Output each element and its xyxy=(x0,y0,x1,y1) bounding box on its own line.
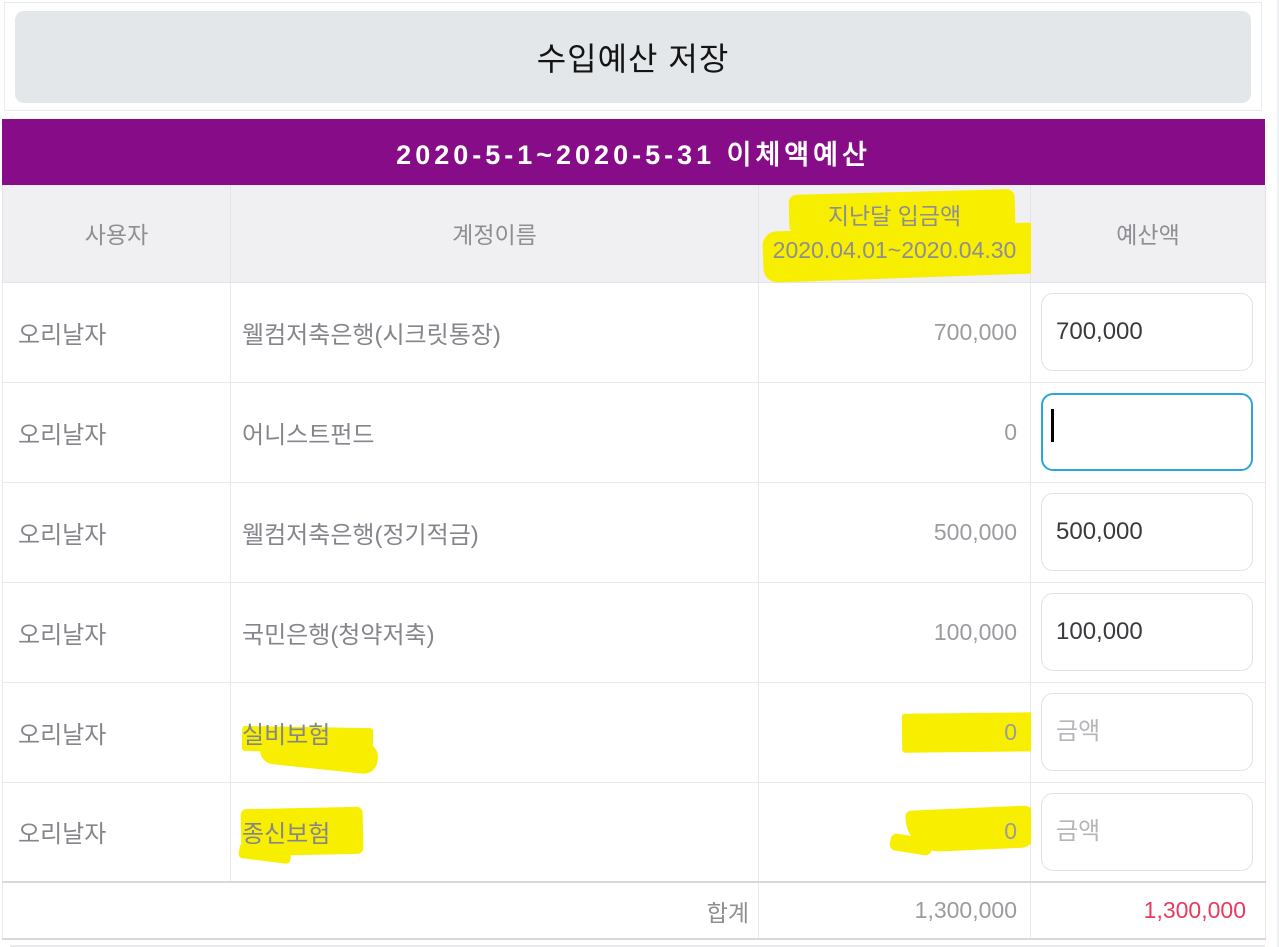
user-cell: 오리날자 xyxy=(2,481,231,583)
account-name: 실비보험 xyxy=(242,721,331,749)
last-month-amount-cell: 700,000 xyxy=(758,281,1031,383)
budget-input-cell xyxy=(1030,781,1266,883)
account-cell: 실비보험 xyxy=(230,681,759,783)
header-last-month-title: 지난달 입금액 xyxy=(827,203,962,230)
last-month-total-cell: 1,300,000 xyxy=(758,881,1031,940)
last-month-amount-cell: 0 xyxy=(758,381,1031,483)
account-cell: 웰컴저축은행(정기적금) xyxy=(230,481,759,583)
budget-table: 사용자 계정이름 지난달 입금액 2020.04.01~2020.04.30 예… xyxy=(2,185,1266,940)
next-section-top-edge xyxy=(10,945,1265,947)
last-month-amount: 0 xyxy=(1004,818,1017,845)
budget-total-cell: 1,300,000 xyxy=(1030,881,1266,940)
account-name: 종신보험 xyxy=(242,821,331,849)
header-user: 사용자 xyxy=(2,185,231,283)
budget-input-cell xyxy=(1030,681,1266,783)
budget-input-cell xyxy=(1030,581,1266,683)
budget-input[interactable] xyxy=(1041,293,1253,371)
header-last-month-range: 2020.04.01~2020.04.30 xyxy=(772,237,1017,264)
save-section: 수입예산 저장 xyxy=(4,2,1262,111)
last-month-amount-cell: 0 xyxy=(758,781,1037,883)
user-cell: 오리날자 xyxy=(2,681,231,783)
total-label-cell: 합계 xyxy=(2,881,759,940)
account-cell: 국민은행(청약저축) xyxy=(230,581,759,683)
last-month-amount-cell: 100,000 xyxy=(758,581,1031,683)
user-cell: 오리날자 xyxy=(2,381,231,483)
highlight-marker xyxy=(888,832,934,856)
account-cell: 어니스트펀드 xyxy=(230,381,759,483)
table-row: 오리날자 국민은행(청약저축) 100,000 xyxy=(2,581,1266,683)
last-month-amount: 0 xyxy=(1004,718,1017,745)
table-row: 오리날자 웰컴저축은행(시크릿통장) 700,000 xyxy=(2,281,1266,383)
page-right-edge xyxy=(1277,0,1279,947)
budget-input-cell xyxy=(1030,281,1266,383)
highlight-marker xyxy=(905,804,1037,853)
account-cell: 웰컴저축은행(시크릿통장) xyxy=(230,281,759,383)
total-row: 합계 1,300,000 1,300,000 xyxy=(2,881,1266,940)
budget-input-cell xyxy=(1030,481,1266,583)
header-account: 계정이름 xyxy=(230,185,759,283)
header-last-month: 지난달 입금액 2020.04.01~2020.04.30 xyxy=(758,185,1044,283)
budget-input-focused[interactable] xyxy=(1041,393,1253,471)
save-income-budget-button[interactable]: 수입예산 저장 xyxy=(15,11,1251,103)
budget-input[interactable] xyxy=(1041,792,1253,871)
period-title-bar: 2020-5-1~2020-5-31 이체액예산 xyxy=(2,119,1265,185)
last-month-amount-cell: 0 xyxy=(758,681,1041,783)
budget-input[interactable] xyxy=(1041,693,1253,771)
user-cell: 오리날자 xyxy=(2,581,231,683)
header-budget: 예산액 xyxy=(1030,185,1266,283)
user-cell: 오리날자 xyxy=(2,781,231,883)
budget-input[interactable] xyxy=(1041,493,1253,571)
budget-input-cell xyxy=(1030,381,1266,483)
highlight-marker xyxy=(901,711,1041,753)
table-row: 오리날자 종신보험 0 xyxy=(2,781,1266,883)
budget-input[interactable] xyxy=(1041,593,1253,671)
table-row: 오리날자 어니스트펀드 0 xyxy=(2,381,1266,483)
last-month-amount-cell: 500,000 xyxy=(758,481,1031,583)
table-row: 오리날자 웰컴저축은행(정기적금) 500,000 xyxy=(2,481,1266,583)
header-row: 사용자 계정이름 지난달 입금액 2020.04.01~2020.04.30 예… xyxy=(2,185,1266,283)
account-cell: 종신보험 xyxy=(230,781,759,883)
user-cell: 오리날자 xyxy=(2,281,231,383)
table-row: 오리날자 실비보험 0 xyxy=(2,681,1266,783)
